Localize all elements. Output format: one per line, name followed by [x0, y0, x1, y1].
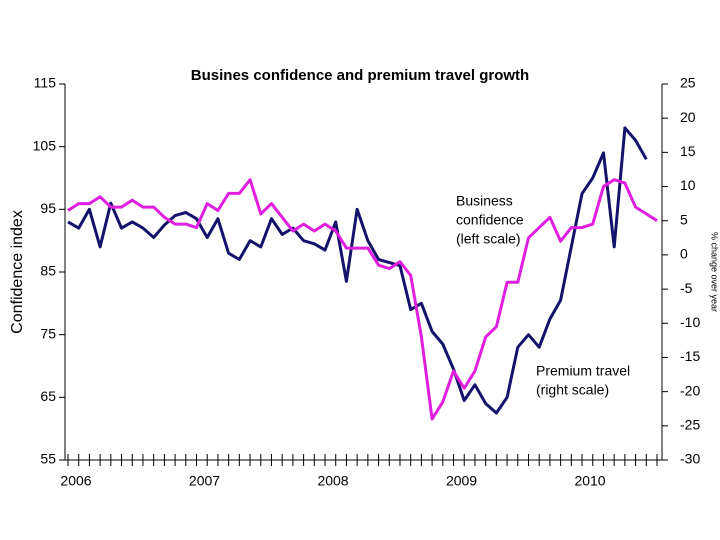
y-tick-label: 115: [34, 75, 57, 91]
annotation: (left scale): [456, 231, 521, 247]
annotation: Business: [456, 193, 513, 209]
y-axis-label: Confidence index: [9, 210, 26, 334]
y2-tick-label: -10: [680, 314, 700, 330]
line-series: [67, 126, 648, 415]
y-tick-label: 55: [40, 451, 56, 467]
y2-tick-label: -25: [680, 417, 700, 433]
y2-tick-label: 10: [680, 177, 696, 193]
y2-tick-label: -5: [680, 280, 693, 296]
y2-tick-label: 25: [680, 75, 696, 91]
y2-tick-label: 15: [680, 143, 696, 159]
x-tick-label: 2006: [60, 473, 91, 489]
y2-axis-label: % change over year: [710, 232, 720, 312]
y2-tick-label: 5: [680, 211, 688, 227]
y2-tick-label: 0: [680, 246, 688, 262]
y2-tick-label: 20: [680, 109, 696, 125]
x-tick-label: 2009: [446, 473, 477, 489]
annotation: Premium travel: [536, 363, 630, 379]
chart-title: Busines confidence and premium travel gr…: [191, 67, 529, 84]
line-series: [67, 178, 658, 421]
annotation: (right scale): [536, 382, 609, 398]
y2-tick-label: -30: [680, 451, 700, 467]
x-tick-label: 2008: [317, 473, 348, 489]
y2-tick-label: -15: [680, 348, 700, 364]
y2-tick-label: -20: [680, 382, 700, 398]
x-tick-label: 2010: [574, 473, 605, 489]
y-tick-label: 95: [40, 200, 56, 216]
y-tick-label: 105: [33, 137, 57, 153]
y-tick-label: 65: [40, 388, 56, 404]
x-tick-label: 2007: [189, 473, 220, 489]
y-tick-label: 85: [40, 263, 56, 279]
y-tick-label: 75: [40, 325, 56, 341]
annotation: confidence: [456, 212, 524, 228]
